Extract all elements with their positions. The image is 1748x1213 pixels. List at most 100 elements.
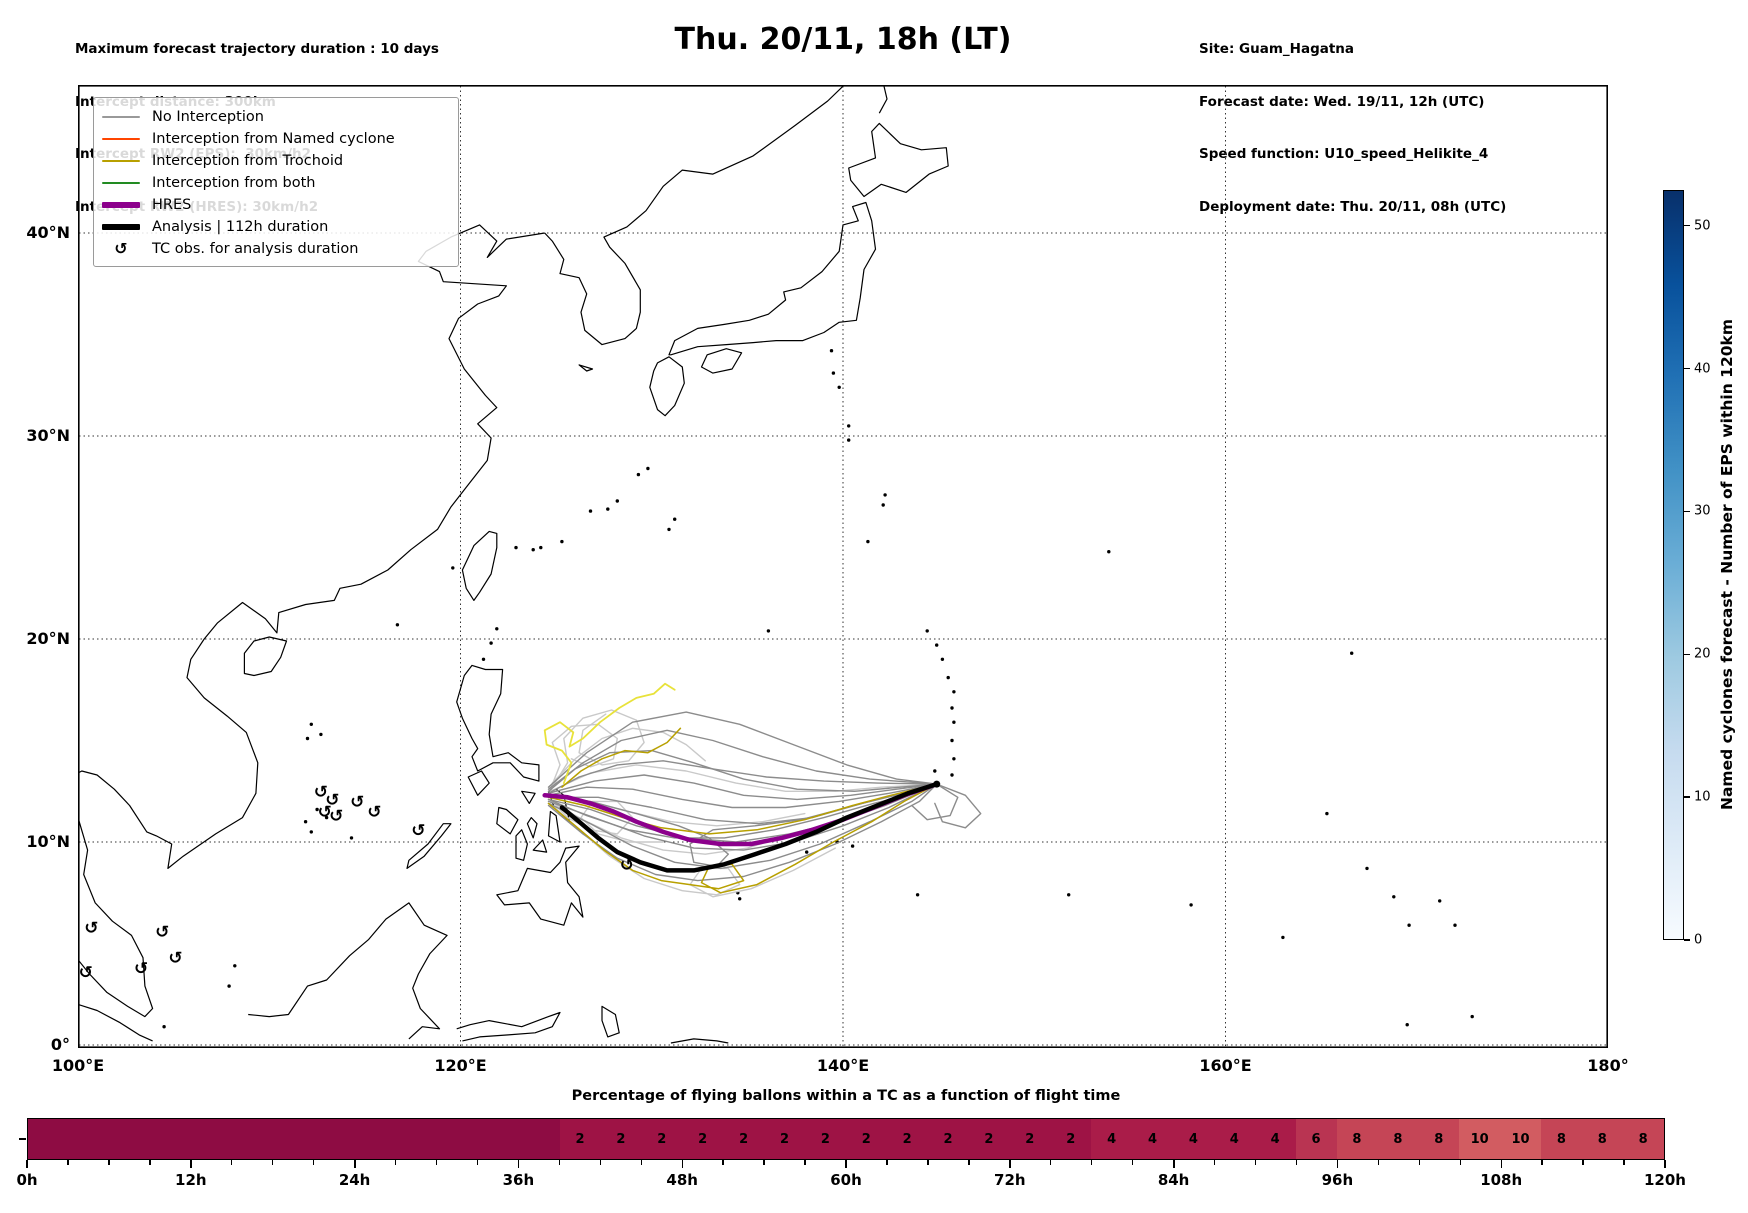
strip-cell bbox=[232, 1119, 274, 1159]
island-dot bbox=[227, 984, 231, 988]
y-tick-label: 20°N bbox=[26, 629, 70, 648]
info-line: Forecast date: Wed. 19/11, 12h (UTC) bbox=[1199, 93, 1485, 110]
legend-line bbox=[102, 138, 140, 140]
strip-tick-label: 60h bbox=[830, 1171, 862, 1189]
legend-item: No Interception bbox=[102, 106, 448, 128]
island-dot bbox=[1405, 1023, 1409, 1027]
island-dot bbox=[829, 349, 834, 353]
colorbar-tick bbox=[1684, 653, 1690, 655]
trochoid-trajectory bbox=[547, 783, 938, 835]
strip-major-tick bbox=[1172, 1160, 1175, 1168]
island-dot bbox=[514, 545, 518, 550]
strip-title: Percentage of flying ballons within a TC… bbox=[571, 1088, 1121, 1104]
island-dot bbox=[1067, 893, 1071, 897]
ensemble-dark-trajectory bbox=[547, 749, 938, 792]
strip-major-tick bbox=[190, 1160, 192, 1168]
island-dot bbox=[319, 732, 323, 737]
ensemble-dark-trajectory bbox=[547, 783, 938, 882]
island-dot bbox=[395, 623, 400, 627]
strip-cell: 2 bbox=[1009, 1119, 1051, 1159]
strip-cell: 2 bbox=[927, 1119, 969, 1159]
y-tick-label: 40°N bbox=[26, 223, 70, 242]
strip-major-tick bbox=[1500, 1160, 1503, 1168]
island-dot bbox=[646, 466, 650, 471]
cyclone-icon: ↺ bbox=[114, 239, 128, 258]
island-dot bbox=[560, 539, 564, 544]
tc-obs-marker: ↺ bbox=[325, 790, 339, 810]
island-dot bbox=[1407, 923, 1411, 927]
island-dot bbox=[925, 629, 929, 633]
coastline bbox=[248, 902, 448, 1040]
strip-minor-tick bbox=[476, 1160, 479, 1165]
colorbar-tick-label: 40 bbox=[1694, 361, 1711, 377]
island-dot bbox=[606, 507, 610, 511]
island-dot bbox=[588, 509, 593, 513]
strip-major-tick bbox=[845, 1160, 848, 1168]
strip-cell bbox=[191, 1119, 233, 1159]
strip-minor-tick bbox=[1582, 1160, 1584, 1165]
colorbar-tick bbox=[1684, 939, 1690, 941]
island-dot bbox=[883, 493, 887, 497]
coastline bbox=[544, 80, 850, 346]
strip-cell: 2 bbox=[641, 1119, 683, 1159]
legend-line-swatch bbox=[102, 182, 140, 184]
strip-minor-tick bbox=[599, 1160, 601, 1165]
island-dot bbox=[1365, 866, 1369, 871]
strip-cell: 8 bbox=[1336, 1119, 1378, 1159]
info-line: Speed function: U10_speed_Helikite_4 bbox=[1199, 146, 1489, 162]
strip-minor-tick bbox=[231, 1160, 233, 1165]
island-dot bbox=[952, 690, 956, 694]
island-dot bbox=[1325, 811, 1329, 816]
ensemble-dark-trajectory bbox=[547, 783, 938, 870]
strip-minor-tick bbox=[272, 1160, 274, 1165]
tc-obs-marker: ↺ bbox=[329, 807, 343, 827]
strip-minor-tick bbox=[394, 1160, 397, 1165]
strip-minor-tick bbox=[722, 1160, 724, 1165]
map-svg: ↺↺↺↺↺↺↺↺↺ ↺↺ ↺↺ bbox=[77, 80, 1609, 1049]
strip-minor-tick bbox=[558, 1160, 561, 1165]
strip-minor-tick bbox=[435, 1160, 438, 1165]
strip-minor-tick bbox=[1623, 1160, 1625, 1165]
legend-label: Interception from Named cyclone bbox=[152, 131, 395, 147]
island-dot bbox=[881, 503, 885, 507]
legend-line-swatch bbox=[102, 202, 140, 208]
strip-tick-label: 72h bbox=[994, 1171, 1026, 1189]
island-dot bbox=[349, 836, 354, 840]
strip-minor-tick bbox=[640, 1160, 642, 1165]
coastline bbox=[526, 817, 538, 839]
cyclone-icon: ↺ bbox=[102, 239, 140, 258]
legend-item: Interception from Named cyclone bbox=[102, 128, 448, 150]
strip-major-tick bbox=[1664, 1160, 1667, 1168]
strip-cell bbox=[477, 1119, 519, 1159]
y-tick-label: 30°N bbox=[26, 426, 70, 445]
strip-tick-label: 84h bbox=[1157, 1171, 1190, 1189]
x-tick-label: 100°E bbox=[51, 1056, 105, 1075]
strip-cell bbox=[109, 1119, 151, 1159]
legend-label: Interception from Trochoid bbox=[152, 153, 344, 169]
coastline bbox=[467, 770, 490, 796]
colorbar-title: Named cyclones forecast - Number of EPS … bbox=[1718, 319, 1736, 811]
strip-minor-tick bbox=[1459, 1160, 1461, 1165]
island-dot bbox=[233, 964, 237, 968]
island-dot bbox=[451, 566, 455, 570]
strip-cell bbox=[28, 1119, 69, 1159]
island-dot bbox=[952, 720, 956, 724]
coastline bbox=[578, 364, 594, 372]
strip-minor-tick bbox=[1377, 1160, 1380, 1165]
coastline bbox=[878, 82, 888, 114]
island-dot bbox=[495, 627, 499, 631]
tc-obs-marker: ↺ bbox=[155, 922, 169, 942]
strip-cell: 2 bbox=[886, 1119, 928, 1159]
island-dot bbox=[305, 736, 310, 741]
coastline bbox=[700, 348, 743, 374]
strip-minor-tick bbox=[804, 1160, 806, 1165]
tc-obs-marker: ↺ bbox=[367, 803, 381, 823]
coastline bbox=[848, 122, 949, 198]
strip-cell: 2 bbox=[1050, 1119, 1092, 1159]
colorbar-tick-label: 20 bbox=[1694, 646, 1711, 662]
island-dot bbox=[539, 545, 543, 550]
colorbar-tick-label: 0 bbox=[1694, 932, 1703, 948]
island-dot bbox=[952, 757, 956, 761]
ensemble-light-trajectory bbox=[549, 802, 836, 898]
island-dot bbox=[481, 657, 486, 661]
